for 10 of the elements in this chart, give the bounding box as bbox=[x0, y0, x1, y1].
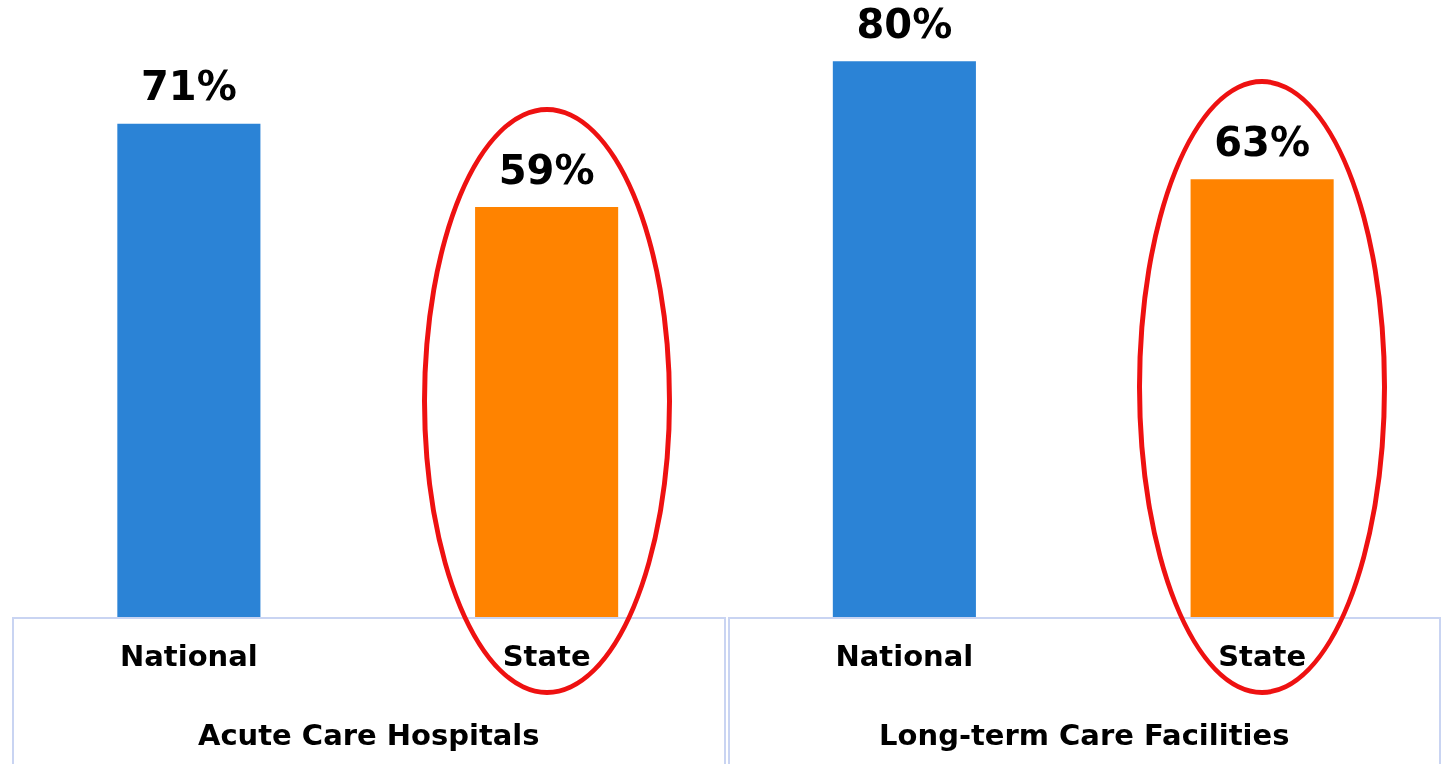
x-tick-label: State bbox=[502, 639, 591, 674]
data-label: 71% bbox=[141, 63, 237, 110]
x-tick-label: National bbox=[835, 639, 974, 674]
text: Long-term Care Facilities bbox=[727, 703, 1441, 764]
text: Acute Care Hospitals bbox=[12, 703, 726, 764]
data-label: 80% bbox=[856, 0, 953, 47]
x-tick-label: National bbox=[120, 639, 258, 674]
data-label: 59% bbox=[498, 146, 595, 193]
data-label: 63% bbox=[1214, 118, 1310, 165]
x-tick-label: State bbox=[1218, 639, 1307, 674]
